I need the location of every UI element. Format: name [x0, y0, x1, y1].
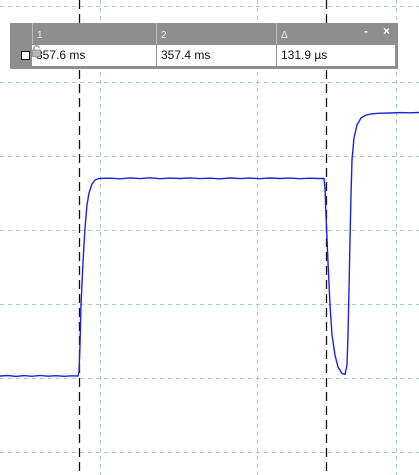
close-icon[interactable]: ×: [383, 24, 391, 38]
lock-icon[interactable]: [32, 45, 41, 57]
header-delta: Δ: [276, 23, 398, 44]
panel-values-row: 357.6 ms 357.4 ms 131.9 µs: [32, 45, 395, 66]
header-cursor-2: 2: [156, 23, 276, 44]
panel-header: 1 2 Δ - ×: [10, 23, 398, 44]
cursor-2-value: 357.4 ms: [156, 45, 276, 66]
grid-horizontal: [0, 6, 419, 453]
checkbox-icon[interactable]: [21, 51, 30, 60]
grid-vertical: [100, 0, 397, 475]
cursor-1-value: 357.6 ms: [36, 48, 86, 62]
cursor-readout-panel[interactable]: 1 2 Δ - × 357.6 ms 357.4 ms 131.9 µs: [10, 23, 398, 69]
signal-trace: [0, 111, 419, 378]
header-cursor-1: 1: [32, 23, 156, 44]
minimize-icon[interactable]: -: [364, 24, 368, 38]
delta-value: 131.9 µs: [276, 45, 395, 66]
